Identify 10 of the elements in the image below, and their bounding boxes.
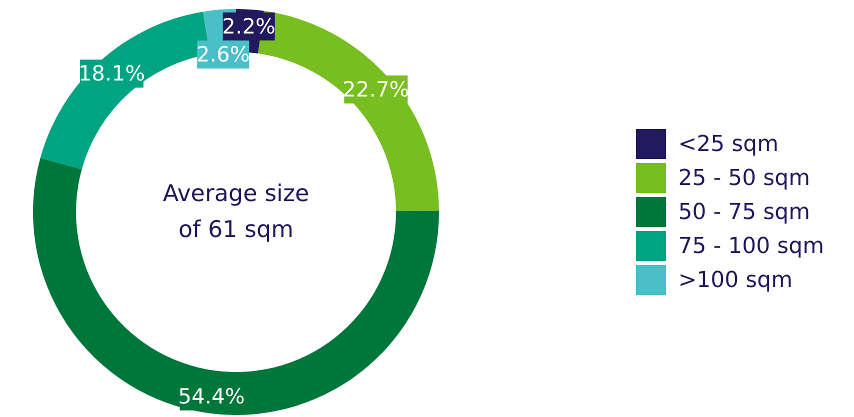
legend-label: 75 - 100 sqm xyxy=(678,234,824,258)
data-label: 18.1% xyxy=(78,62,146,86)
data-label: 2.6% xyxy=(196,42,250,67)
text: Average size of 61 sqm xyxy=(162,180,310,245)
legend-label: >100 sqm xyxy=(678,268,793,292)
legend-label: 25 - 50 sqm xyxy=(678,166,810,190)
data-label: 54.4% xyxy=(178,384,245,408)
data-label: 2.2% xyxy=(222,14,276,38)
legend-label: 50 - 75 sqm xyxy=(678,200,810,224)
legend-label: <25 sqm xyxy=(678,132,779,156)
